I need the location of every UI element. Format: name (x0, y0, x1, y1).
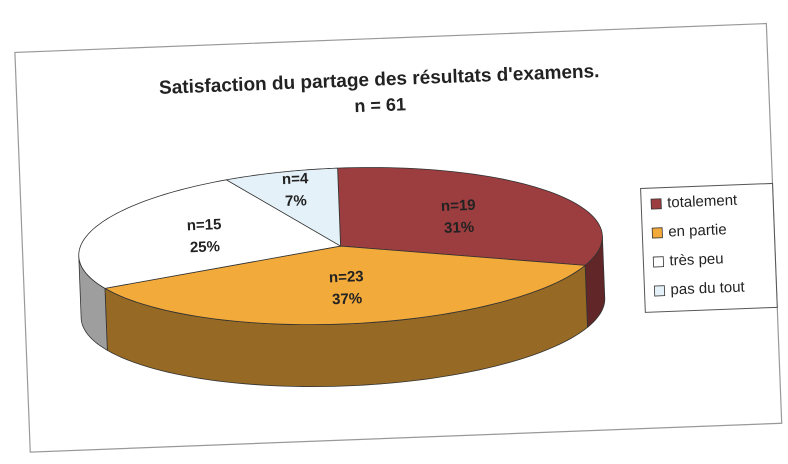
slice-value-label: 25% (190, 238, 221, 256)
pie-slice (103, 245, 587, 326)
slice-count-label: n=19 (441, 197, 476, 215)
pie-slice (337, 167, 603, 266)
legend-swatch (652, 256, 665, 268)
slice-value-label: 7% (285, 192, 307, 210)
legend-box (640, 182, 778, 313)
slice-count-label: n=4 (282, 170, 310, 188)
legend-swatch (651, 227, 663, 239)
legend-label: en partie (668, 221, 727, 240)
slice-count-label: n=23 (329, 268, 364, 286)
slice-value-label: 37% (332, 290, 363, 308)
slice-value-label: 31% (444, 219, 475, 237)
legend-swatch (650, 198, 662, 210)
legend-label: très peu (669, 250, 724, 269)
chart-frame: Satisfaction du partage des résultats d'… (14, 22, 783, 453)
legend-label: pas du tout (670, 279, 746, 299)
legend-swatch (653, 285, 666, 297)
pie-slice (225, 167, 342, 247)
pie-slice (78, 179, 342, 289)
chart-subtitle: n = 61 (354, 94, 406, 116)
slice-count-label: n=15 (186, 216, 221, 234)
legend-label: totalement (667, 192, 738, 212)
